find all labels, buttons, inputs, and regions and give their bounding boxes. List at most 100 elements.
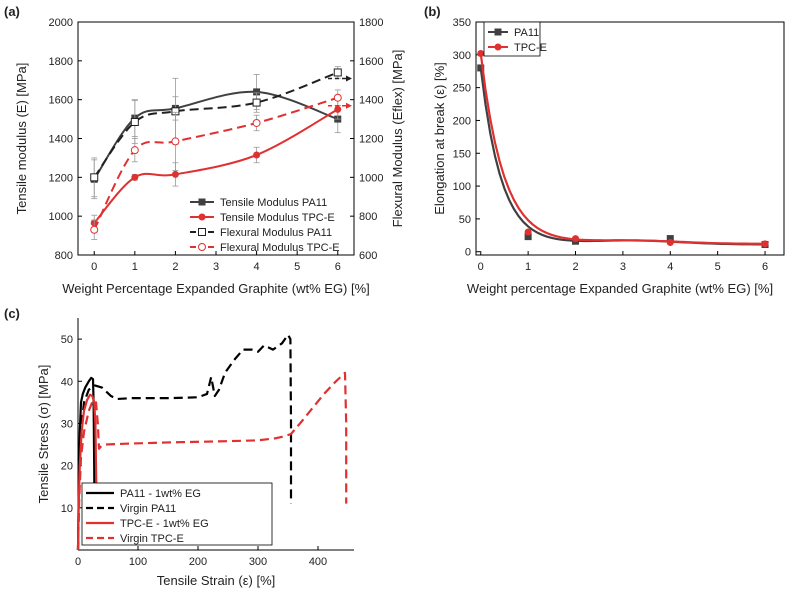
stress-strain-curve-1 [76, 333, 293, 551]
series-a-1 [90, 99, 342, 232]
y-tick-label: 350 [453, 17, 471, 29]
x-tick-label: 0 [91, 261, 97, 273]
legend-a: Tensile Modulus PA11 Tensile Modulus TPC-… [190, 197, 340, 254]
x-tick-label: 0 [75, 556, 81, 568]
y-tick-label-left: 1600 [49, 95, 73, 107]
data-point [477, 50, 485, 58]
y-tick-label-left: 800 [55, 250, 73, 262]
fit-curve [479, 53, 766, 245]
data-point [90, 225, 99, 234]
y-tick-label-right: 600 [359, 250, 377, 262]
data-point [253, 151, 261, 159]
data-point [130, 146, 139, 155]
x-tick-label: 1 [525, 261, 531, 273]
y-tick-label: 150 [453, 148, 471, 160]
x-axis-label: Tensile Strain (ε) [%] [157, 573, 276, 588]
y-tick-label: 100 [453, 181, 471, 193]
legend-marker [494, 28, 502, 36]
series-line [93, 96, 339, 231]
y-axis-label: Tensile Stress (σ) [MPa] [36, 365, 51, 504]
x-tick-label: 200 [189, 556, 207, 568]
data-point [666, 235, 674, 243]
stress-strain-curve-3 [76, 371, 348, 551]
data-point [131, 173, 139, 181]
legend-entry: Flexural Modulus PA11 [220, 227, 332, 239]
y-axis-label-right: Flexural Modulus (Eflex) [MPa] [390, 50, 405, 228]
y-tick-label-right: 1400 [359, 95, 383, 107]
y-tick-label: 50 [459, 214, 471, 226]
data-point [333, 93, 342, 102]
data-point [524, 228, 532, 236]
y-tick-label: 20 [61, 461, 73, 473]
data-point [761, 240, 769, 248]
y-tick-label-right: 800 [359, 211, 377, 223]
data-point [252, 98, 261, 107]
y-axis-label-left: Tensile modulus (E) [MPa] [14, 63, 29, 215]
data-point [253, 88, 261, 96]
legend-box [483, 21, 541, 57]
y-tick-label: 250 [453, 83, 471, 95]
y-axis-label: Elongation at break (ε) [%] [432, 62, 447, 214]
legend-entry: Tensile Modulus PA11 [220, 197, 327, 209]
data-point [252, 118, 261, 127]
panel-b-label: (b) [424, 4, 441, 19]
data-point [171, 137, 180, 146]
y-tick-label-left: 1000 [49, 211, 73, 223]
y-tick-label-left: 1400 [49, 134, 73, 146]
y-tick-label: 40 [61, 376, 73, 388]
x-tick-label: 1 [132, 261, 138, 273]
data-point [130, 117, 139, 126]
y-tick-label-right: 1800 [359, 17, 383, 29]
y-tick-label: 200 [453, 115, 471, 127]
legend-entry: Virgin PA11 [120, 503, 176, 515]
y-tick-label-left: 2000 [49, 17, 73, 29]
legend-marker [198, 228, 206, 236]
legend-entry: Flexural Modulus TPC-E [220, 242, 340, 254]
x-tick-label: 5 [294, 261, 300, 273]
x-tick-label: 6 [762, 261, 768, 273]
y-tick-label-right: 1600 [359, 56, 383, 68]
axis-arrow-head [346, 102, 352, 109]
data-point [171, 170, 179, 178]
series-a-2 [90, 66, 352, 198]
y-tick-label: 300 [453, 50, 471, 62]
y-tick-label-left: 1200 [49, 172, 73, 184]
x-tick-label: 6 [335, 261, 341, 273]
x-tick-label: 300 [249, 556, 267, 568]
y-tick-label: 10 [61, 503, 73, 515]
y-tick-label-right: 1000 [359, 172, 383, 184]
x-axis-label: Weight Percentage Expanded Graphite (wt%… [62, 281, 370, 296]
x-tick-label: 4 [254, 261, 260, 273]
y-tick-label: 0 [465, 247, 471, 259]
legend-entry: TPC-E - 1wt% EG [120, 518, 209, 530]
panel-a-label: (a) [4, 4, 20, 19]
legend-marker [198, 243, 206, 251]
plot-frame [475, 21, 785, 256]
data-point [572, 235, 580, 243]
legend-entry: Tensile Modulus TPC-E [220, 212, 335, 224]
y-tick-label: 30 [61, 418, 73, 430]
x-tick-label: 2 [572, 261, 578, 273]
legend-b: PA11 TPC-E [483, 21, 547, 57]
y-tick-label-left: 1800 [49, 56, 73, 68]
x-tick-label: 5 [715, 261, 721, 273]
data-point [334, 105, 342, 113]
data-point [90, 173, 99, 182]
panel-a: (a) 0 1 2 3 4 5 6 800 1000 1200 1400 1600 1800 2000 600… [4, 4, 405, 296]
series-b-1 [477, 50, 769, 248]
fit-curve [479, 67, 766, 246]
legend-c: PA11 - 1wt% EG Virgin PA11 TPC-E - 1wt% EG… [81, 482, 273, 546]
panel-c-label: (c) [4, 306, 20, 321]
series-line [93, 71, 339, 178]
y-tick-label-right: 1200 [359, 134, 383, 146]
data-point [333, 68, 342, 77]
y-tick-label: 50 [61, 334, 73, 346]
x-tick-label: 3 [213, 261, 219, 273]
data-point [477, 64, 485, 72]
x-tick-label: 0 [478, 261, 484, 273]
legend-entry: PA11 - 1wt% EG [120, 488, 201, 500]
legend-marker [494, 43, 502, 51]
series-a-0 [90, 74, 342, 200]
legend-entry: TPC-E [514, 42, 547, 54]
